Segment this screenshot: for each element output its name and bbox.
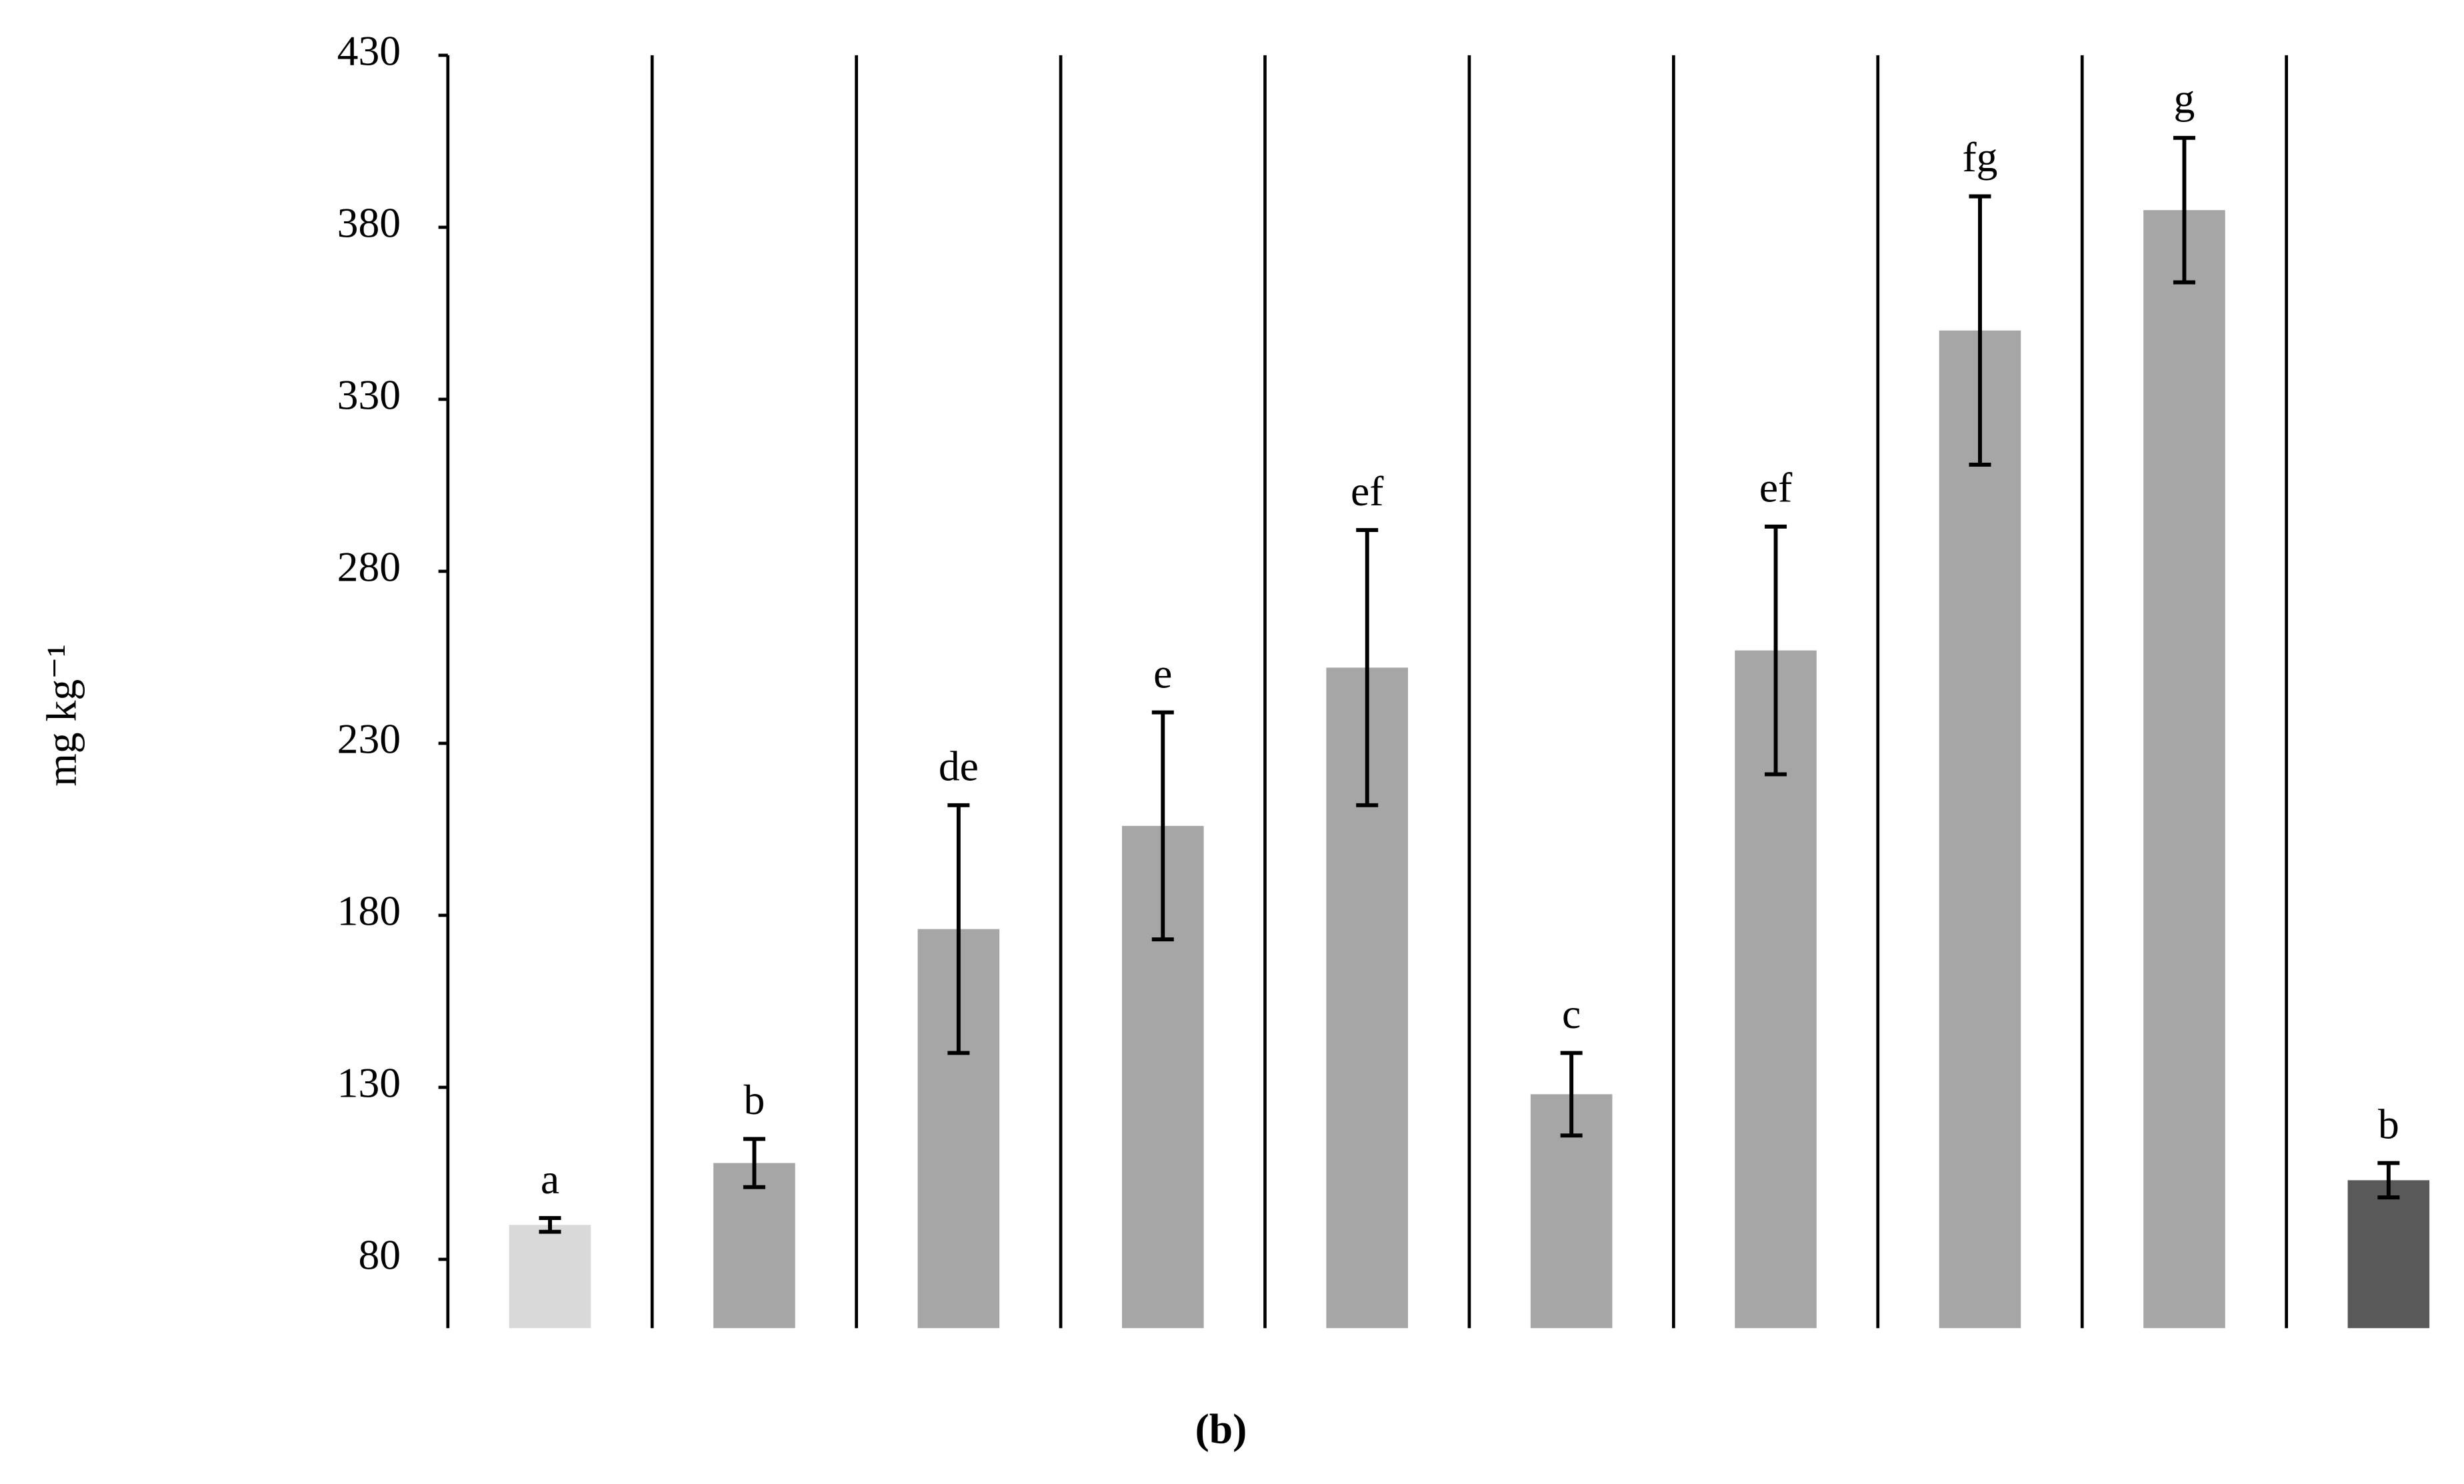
y-tick-label: 280 [337, 543, 401, 591]
error-bar [2377, 1161, 2400, 1200]
significance-label: fg [1962, 133, 1997, 181]
y-axis-label: mg kg⁻¹ [38, 644, 85, 787]
y-tick-label: 180 [337, 887, 401, 935]
error-bar [1356, 528, 1379, 807]
bar [713, 1163, 795, 1329]
y-tick-label: 230 [337, 715, 401, 763]
significance-label: e [1153, 649, 1172, 697]
y-tick-label: 80 [358, 1231, 401, 1279]
bar [509, 1225, 591, 1329]
y-tick-label: 130 [337, 1059, 401, 1107]
y-tick-label: 330 [337, 371, 401, 419]
error-bar [947, 803, 970, 1055]
bar [1939, 330, 2021, 1329]
significance-label: g [2174, 75, 2195, 123]
error-bar [2173, 135, 2195, 285]
y-tick-label: 380 [337, 199, 401, 247]
error-bar [539, 1216, 561, 1234]
significance-label: ef [1351, 467, 1384, 515]
error-bar [743, 1137, 765, 1189]
error-bar [1765, 524, 1787, 777]
significance-label: b [744, 1076, 765, 1123]
error-bar [1969, 194, 1991, 467]
caption: (b) [1195, 1405, 1247, 1453]
error-bar [1151, 710, 1174, 942]
bar [2143, 210, 2225, 1329]
significance-label: de [939, 743, 979, 790]
error-bar [1560, 1051, 1583, 1138]
significance-label: c [1562, 990, 1581, 1037]
y-tick-label: 430 [337, 27, 401, 75]
significance-label: a [541, 1155, 559, 1203]
bar [2347, 1180, 2430, 1329]
significance-label: ef [1759, 464, 1793, 511]
significance-label: b [2378, 1100, 2399, 1147]
